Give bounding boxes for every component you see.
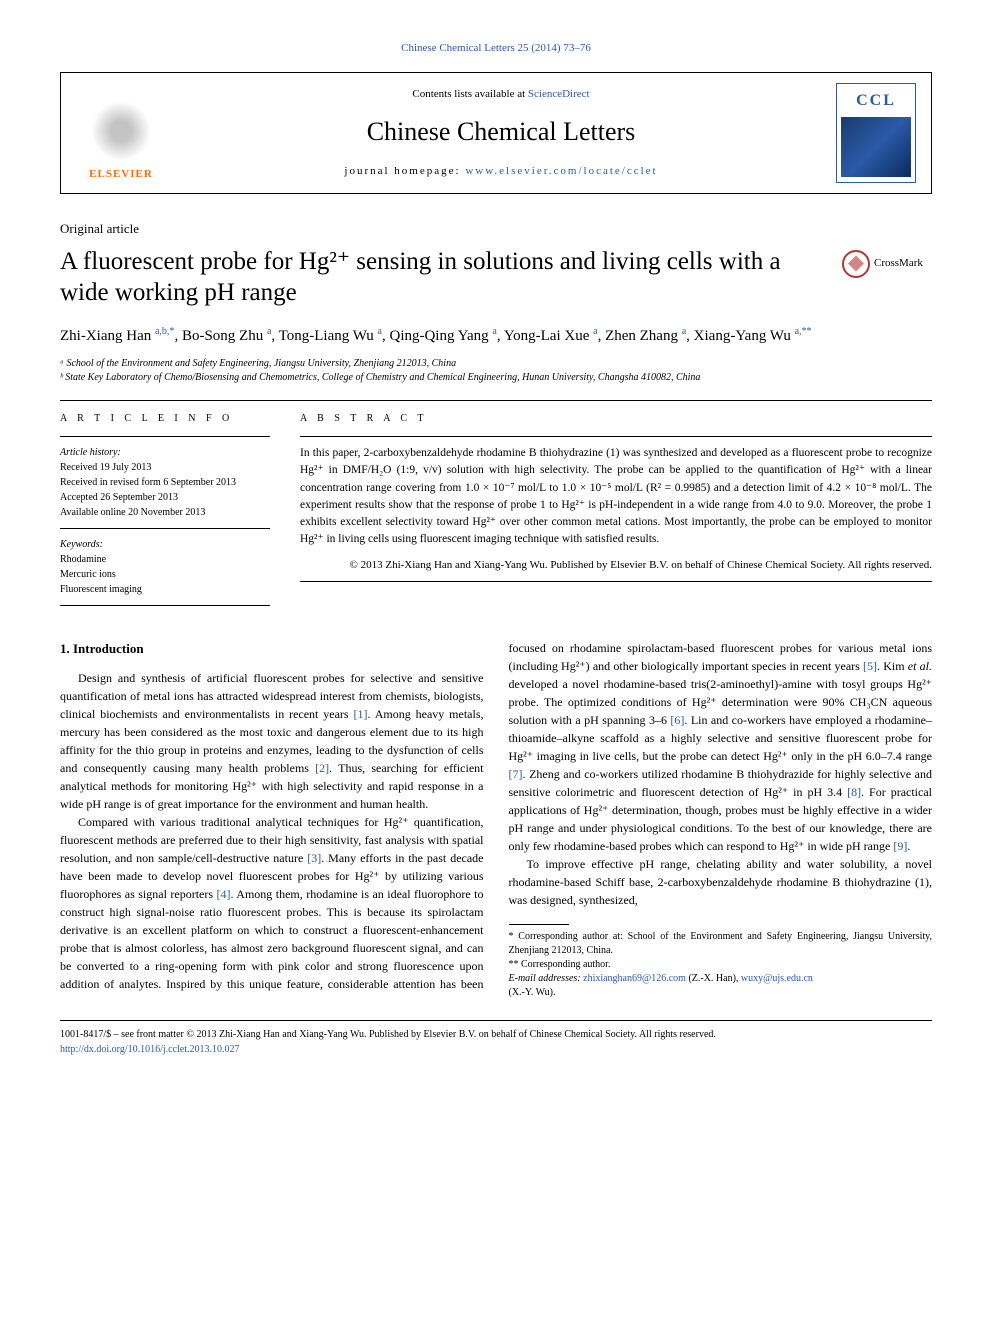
email-link-2[interactable]: wuxy@ujs.edu.cn bbox=[741, 973, 813, 984]
journal-citation-link[interactable]: Chinese Chemical Letters 25 (2014) 73–76 bbox=[60, 40, 932, 57]
abstract-text: In this paper, 2-carboxybenzaldehyde rho… bbox=[300, 445, 932, 549]
article-info-column: A R T I C L E I N F O Article history: R… bbox=[60, 411, 270, 614]
ccl-cover-image bbox=[841, 117, 911, 177]
elsevier-text: ELSEVIER bbox=[89, 166, 153, 183]
abstract-column: A B S T R A C T In this paper, 2-carboxy… bbox=[300, 411, 932, 614]
elsevier-tree-icon bbox=[86, 96, 156, 166]
article-type: Original article bbox=[60, 219, 932, 239]
doi-link[interactable]: http://dx.doi.org/10.1016/j.cclet.2013.1… bbox=[60, 1044, 240, 1055]
body-paragraph: Design and synthesis of artificial fluor… bbox=[60, 669, 484, 813]
divider bbox=[60, 528, 270, 529]
front-matter-line: 1001-8417/$ – see front matter © 2013 Zh… bbox=[60, 1027, 932, 1042]
corresponding-note-1: * Corresponding author at: School of the… bbox=[509, 930, 933, 958]
history-label: Article history: bbox=[60, 445, 270, 460]
crossmark-badge[interactable]: CrossMark bbox=[842, 246, 932, 281]
keyword: Rhodamine bbox=[60, 552, 270, 567]
history-revised: Received in revised form 6 September 201… bbox=[60, 475, 270, 490]
divider bbox=[60, 436, 270, 437]
history-online: Available online 20 November 2013 bbox=[60, 505, 270, 520]
affiliations: ᵃ School of the Environment and Safety E… bbox=[60, 357, 932, 385]
divider bbox=[300, 581, 932, 582]
section-heading-introduction: 1. Introduction bbox=[60, 639, 484, 659]
email-link-1[interactable]: zhixianghan69@126.com bbox=[583, 973, 686, 984]
abstract-copyright: © 2013 Zhi-Xiang Han and Xiang-Yang Wu. … bbox=[300, 557, 932, 574]
affiliation-a: ᵃ School of the Environment and Safety E… bbox=[60, 357, 932, 371]
ref-link[interactable]: [7] bbox=[509, 767, 523, 781]
homepage-link[interactable]: www.elsevier.com/locate/cclet bbox=[465, 165, 657, 177]
footnote-separator bbox=[509, 924, 569, 925]
ref-link[interactable]: [1] bbox=[354, 707, 368, 721]
ref-link[interactable]: [9] bbox=[893, 839, 907, 853]
corresponding-note-2: ** Corresponding author. bbox=[509, 958, 933, 972]
ref-link[interactable]: [6] bbox=[670, 713, 684, 727]
journal-name: Chinese Chemical Letters bbox=[181, 112, 821, 151]
ref-link[interactable]: [3] bbox=[307, 851, 321, 865]
divider bbox=[60, 605, 270, 606]
keywords-label: Keywords: bbox=[60, 537, 270, 552]
ref-link[interactable]: [4] bbox=[217, 887, 231, 901]
journal-homepage: journal homepage: www.elsevier.com/locat… bbox=[181, 163, 821, 180]
history-accepted: Accepted 26 September 2013 bbox=[60, 490, 270, 505]
journal-header: ELSEVIER Contents lists available at Sci… bbox=[60, 72, 932, 194]
header-center: Contents lists available at ScienceDirec… bbox=[181, 86, 821, 180]
email-addresses: E-mail addresses: zhixianghan69@126.com … bbox=[509, 972, 933, 1000]
ccl-cover-logo[interactable]: CCL bbox=[836, 83, 916, 183]
body-paragraph: To improve effective pH range, chelating… bbox=[509, 855, 933, 909]
ref-link[interactable]: [5] bbox=[863, 659, 877, 673]
keyword: Mercuric ions bbox=[60, 567, 270, 582]
crossmark-icon bbox=[842, 250, 870, 278]
authors-list: Zhi-Xiang Han a,b,*, Bo-Song Zhu a, Tong… bbox=[60, 324, 932, 348]
affiliation-b: ᵇ State Key Laboratory of Chemo/Biosensi… bbox=[60, 371, 932, 385]
ccl-text: CCL bbox=[856, 89, 896, 113]
article-body: 1. Introduction Design and synthesis of … bbox=[60, 639, 932, 1000]
sciencedirect-link[interactable]: ScienceDirect bbox=[528, 88, 590, 100]
ref-link[interactable]: [8] bbox=[847, 785, 861, 799]
ref-link[interactable]: [2] bbox=[315, 761, 329, 775]
divider bbox=[60, 400, 932, 401]
elsevier-logo[interactable]: ELSEVIER bbox=[76, 83, 166, 183]
article-title: A fluorescent probe for Hg²⁺ sensing in … bbox=[60, 246, 827, 309]
page-footer: 1001-8417/$ – see front matter © 2013 Zh… bbox=[60, 1020, 932, 1057]
divider bbox=[300, 436, 932, 437]
article-info-heading: A R T I C L E I N F O bbox=[60, 411, 270, 426]
history-received: Received 19 July 2013 bbox=[60, 460, 270, 475]
footnotes: * Corresponding author at: School of the… bbox=[509, 930, 933, 1000]
contents-line: Contents lists available at ScienceDirec… bbox=[181, 86, 821, 103]
keyword: Fluorescent imaging bbox=[60, 582, 270, 597]
abstract-heading: A B S T R A C T bbox=[300, 411, 932, 426]
